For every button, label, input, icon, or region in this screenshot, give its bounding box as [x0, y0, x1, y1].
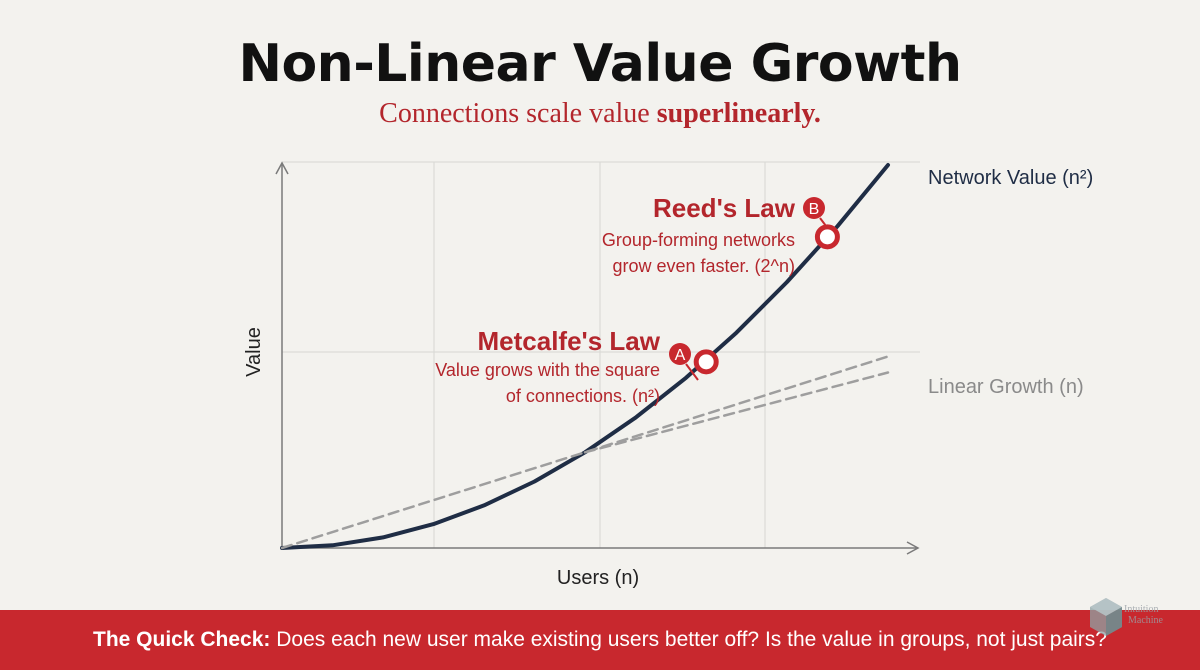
growth-chart: Users (n) Value Network Value (n²) Linear G…: [243, 161, 1093, 589]
chart-series: [280, 163, 890, 550]
logo-wordmark: Intuition Machine: [1124, 604, 1163, 626]
quick-check-text: Does each new user make existing users b…: [270, 628, 1107, 651]
marker-letter: B: [809, 201, 820, 218]
legend-linear-growth: Linear Growth (n): [928, 376, 1084, 398]
page-subtitle: Connections scale value superlinearly.: [0, 98, 1200, 130]
annotation-text: Value grows with the square: [435, 360, 660, 380]
marker-badge-a: [669, 343, 691, 365]
point-marker-b: [814, 224, 840, 250]
subtitle-plain: Connections scale value: [379, 98, 657, 129]
logo-cube-icon: [1090, 598, 1122, 636]
series-line-2: [583, 371, 890, 454]
page-title: Non-Linear Value Growth: [238, 34, 962, 94]
y-axis-arrow: [275, 161, 289, 175]
series-line-1: [280, 355, 890, 550]
annotation-text: grow even faster. (2^n): [612, 256, 795, 276]
annotation-title: Reed's Law: [653, 193, 796, 223]
chart-labels: Users (n) Value Network Value (n²) Linear G…: [243, 167, 1093, 589]
chart-grid: [282, 161, 920, 548]
chart-annotations: A Metcalfe's Law Value grows with the squa…: [435, 193, 840, 406]
legend-network-value: Network Value (n²): [928, 167, 1093, 189]
x-axis-label: Users (n): [557, 567, 639, 589]
annotation-title: Metcalfe's Law: [478, 326, 661, 356]
annotation-text: of connections. (n²): [506, 386, 660, 406]
annotation-leader: [685, 363, 699, 381]
y-axis-label: Value: [243, 327, 265, 377]
x-axis-arrow: [906, 541, 920, 555]
chart-axes: [275, 161, 920, 555]
quick-check-label: The Quick Check:: [93, 628, 271, 651]
quick-check-banner: The Quick Check: Does each new user make…: [0, 610, 1200, 670]
subtitle-emphasis: superlinearly.: [656, 98, 821, 129]
logo-line-2: Machine: [1128, 615, 1163, 626]
marker-letter: A: [675, 347, 686, 364]
marker-badge-b: [803, 197, 825, 219]
series-line-0: [280, 163, 890, 550]
logo-line-1: Intuition: [1124, 604, 1159, 615]
point-marker-a: [693, 349, 719, 375]
annotation-text: Group-forming networks: [602, 230, 795, 250]
